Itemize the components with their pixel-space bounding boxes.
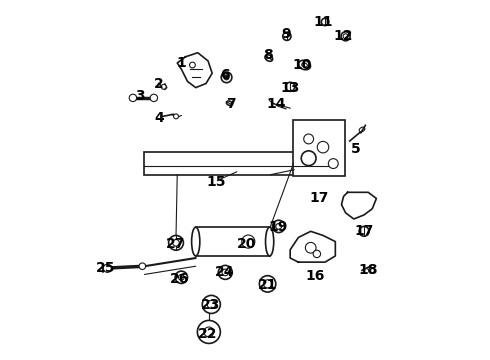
Circle shape xyxy=(103,264,112,273)
Circle shape xyxy=(161,84,166,89)
Text: 15: 15 xyxy=(206,175,226,189)
Ellipse shape xyxy=(302,63,307,67)
Circle shape xyxy=(150,94,158,102)
Text: 7: 7 xyxy=(226,97,235,111)
Text: 6: 6 xyxy=(220,68,229,82)
Text: 9: 9 xyxy=(281,27,291,41)
Polygon shape xyxy=(342,192,376,219)
Circle shape xyxy=(301,151,316,166)
Circle shape xyxy=(359,226,369,236)
Circle shape xyxy=(197,320,220,343)
Circle shape xyxy=(129,94,137,102)
Text: 23: 23 xyxy=(200,298,220,312)
Circle shape xyxy=(305,242,316,253)
Circle shape xyxy=(224,75,229,80)
Circle shape xyxy=(222,269,228,276)
Text: 26: 26 xyxy=(170,271,189,285)
Circle shape xyxy=(173,114,178,119)
Text: 3: 3 xyxy=(135,89,145,103)
Circle shape xyxy=(272,220,285,233)
Bar xyxy=(145,152,333,175)
Text: 1: 1 xyxy=(176,56,186,70)
Text: 19: 19 xyxy=(268,220,288,234)
Circle shape xyxy=(207,300,216,309)
Circle shape xyxy=(317,141,329,153)
Circle shape xyxy=(169,235,183,250)
Circle shape xyxy=(264,280,271,288)
Text: 27: 27 xyxy=(166,237,185,251)
Text: 17: 17 xyxy=(354,224,374,238)
Text: 4: 4 xyxy=(154,111,164,125)
Polygon shape xyxy=(177,53,212,87)
Text: 14: 14 xyxy=(266,97,286,111)
Circle shape xyxy=(178,274,184,280)
Circle shape xyxy=(313,250,320,258)
Text: 25: 25 xyxy=(96,261,115,275)
Text: 18: 18 xyxy=(358,263,378,277)
Ellipse shape xyxy=(226,101,232,105)
Text: 13: 13 xyxy=(280,81,300,95)
Circle shape xyxy=(304,134,314,144)
Ellipse shape xyxy=(298,60,311,70)
Text: 24: 24 xyxy=(215,265,234,279)
Circle shape xyxy=(221,72,232,83)
Circle shape xyxy=(139,263,146,270)
Ellipse shape xyxy=(192,227,200,256)
Text: 21: 21 xyxy=(258,278,277,292)
Circle shape xyxy=(276,224,282,229)
Circle shape xyxy=(283,32,291,40)
Bar xyxy=(294,121,345,176)
Text: 11: 11 xyxy=(313,15,333,29)
Circle shape xyxy=(341,32,350,41)
Text: 8: 8 xyxy=(263,48,272,62)
Circle shape xyxy=(259,276,276,292)
Circle shape xyxy=(321,18,329,26)
Ellipse shape xyxy=(266,227,274,256)
Ellipse shape xyxy=(359,127,365,132)
Text: 10: 10 xyxy=(293,58,312,72)
Text: 12: 12 xyxy=(334,29,353,43)
Text: 2: 2 xyxy=(154,77,164,90)
Text: 22: 22 xyxy=(198,327,218,341)
Text: 16: 16 xyxy=(305,270,324,283)
Text: 5: 5 xyxy=(351,142,361,156)
Circle shape xyxy=(190,62,196,68)
Circle shape xyxy=(242,235,255,248)
Circle shape xyxy=(368,267,374,273)
Bar xyxy=(196,227,270,256)
Ellipse shape xyxy=(265,55,272,61)
Circle shape xyxy=(204,327,214,337)
Circle shape xyxy=(219,265,232,279)
Text: 17: 17 xyxy=(309,192,329,206)
Circle shape xyxy=(175,271,188,283)
Text: 20: 20 xyxy=(237,237,257,251)
Circle shape xyxy=(286,82,294,91)
Circle shape xyxy=(173,239,179,246)
Circle shape xyxy=(328,159,338,168)
Polygon shape xyxy=(290,231,335,262)
Circle shape xyxy=(202,295,220,314)
Circle shape xyxy=(343,34,348,39)
